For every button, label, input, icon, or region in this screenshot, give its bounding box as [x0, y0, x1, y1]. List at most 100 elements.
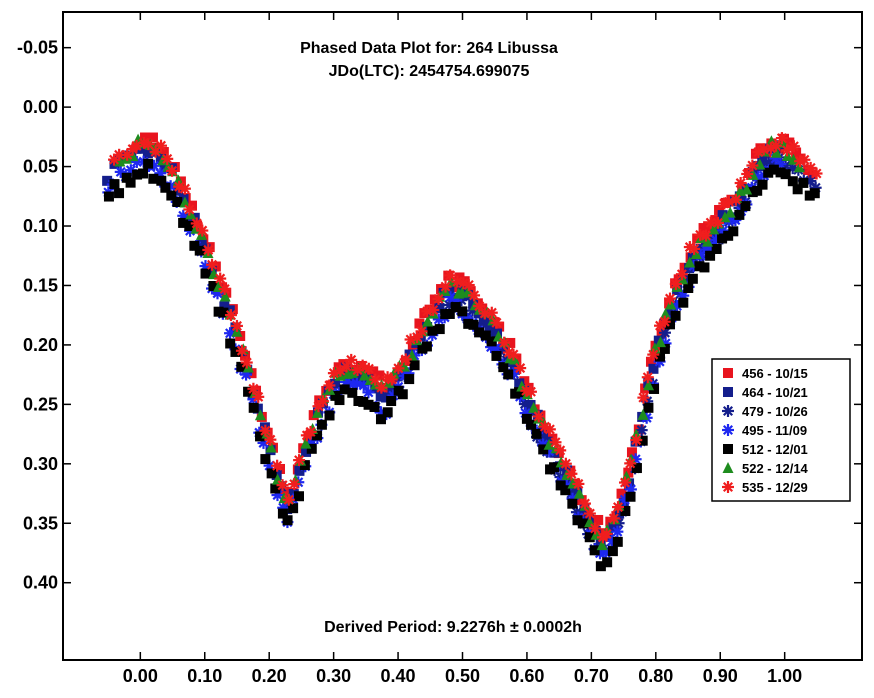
legend-marker — [722, 424, 734, 436]
data-point — [637, 408, 649, 420]
data-point — [243, 386, 254, 397]
data-point — [486, 336, 497, 347]
x-tick-label: 0.40 — [381, 666, 416, 686]
data-point — [658, 326, 671, 339]
data-point — [421, 341, 432, 352]
data-point — [607, 546, 618, 557]
data-point — [787, 176, 798, 187]
data-point — [219, 301, 230, 312]
data-point — [485, 306, 498, 319]
data-point — [468, 289, 481, 302]
data-point — [218, 283, 231, 296]
data-point — [643, 402, 654, 413]
data-point — [102, 175, 113, 186]
data-point — [334, 364, 347, 377]
data-point — [185, 208, 197, 220]
data-point — [757, 179, 768, 190]
data-point — [293, 454, 306, 467]
data-point — [266, 468, 277, 479]
data-point — [316, 395, 329, 408]
data-point — [345, 353, 358, 366]
data-point — [631, 463, 642, 474]
data-point — [607, 512, 620, 525]
data-point — [358, 396, 369, 407]
data-point — [670, 310, 681, 321]
data-point — [382, 407, 393, 418]
data-point — [369, 373, 382, 386]
data-point — [687, 273, 698, 284]
y-tick-label: 0.40 — [23, 573, 58, 593]
data-point — [572, 477, 585, 490]
data-point — [623, 467, 634, 478]
data-point — [330, 378, 341, 389]
data-point — [754, 158, 766, 170]
x-tick-label: 0.60 — [509, 666, 544, 686]
data-point — [457, 306, 468, 317]
data-point — [194, 245, 205, 256]
y-tick-label: 0.20 — [23, 335, 58, 355]
data-point — [339, 384, 350, 395]
data-point — [397, 389, 408, 400]
data-point — [306, 443, 317, 454]
data-point — [780, 169, 791, 180]
data-point — [294, 465, 305, 476]
data-point — [242, 361, 254, 373]
data-point — [230, 319, 243, 332]
data-point — [658, 315, 671, 328]
data-point — [158, 147, 169, 158]
data-point — [498, 362, 509, 373]
data-point — [637, 435, 648, 446]
data-point — [741, 183, 753, 195]
data-point — [596, 539, 608, 551]
data-point — [798, 153, 811, 166]
data-point — [626, 447, 637, 458]
data-point — [432, 292, 445, 305]
x-tick-label: 1.00 — [767, 666, 802, 686]
data-point — [532, 410, 545, 423]
data-point — [678, 297, 689, 308]
data-point — [589, 545, 600, 556]
x-tick-label: 0.80 — [638, 666, 673, 686]
data-point — [301, 446, 312, 457]
data-point — [684, 256, 696, 268]
data-point — [156, 175, 167, 186]
data-point — [399, 353, 412, 366]
data-point — [189, 240, 200, 251]
data-point — [583, 507, 596, 520]
data-point — [729, 193, 742, 206]
data-point — [359, 369, 371, 381]
data-point — [202, 243, 215, 256]
data-point — [282, 493, 295, 506]
data-point — [625, 491, 636, 502]
data-point — [184, 220, 195, 231]
data-point — [490, 316, 503, 329]
data-point — [294, 491, 305, 502]
data-point — [166, 190, 177, 201]
data-point — [611, 525, 624, 538]
data-point — [684, 263, 695, 274]
data-point — [701, 235, 713, 247]
data-point — [369, 402, 380, 413]
data-point — [214, 272, 227, 285]
y-tick-label: 0.25 — [23, 394, 58, 414]
data-point — [415, 325, 428, 338]
legend-marker — [722, 481, 734, 493]
data-point — [422, 315, 434, 327]
data-point — [247, 382, 260, 395]
data-point — [619, 476, 632, 489]
data-point — [385, 373, 398, 386]
data-point — [271, 459, 284, 472]
data-point — [103, 191, 114, 202]
data-point — [392, 362, 405, 375]
data-point — [612, 501, 625, 514]
data-point — [148, 173, 159, 184]
data-point — [368, 366, 379, 377]
legend-marker — [723, 387, 733, 397]
data-point — [648, 363, 659, 374]
data-point — [362, 386, 375, 399]
legend-label: 456 - 10/15 — [742, 366, 808, 381]
data-point — [602, 557, 613, 568]
data-point — [485, 322, 496, 333]
data-point — [375, 414, 386, 425]
data-point — [271, 470, 282, 481]
